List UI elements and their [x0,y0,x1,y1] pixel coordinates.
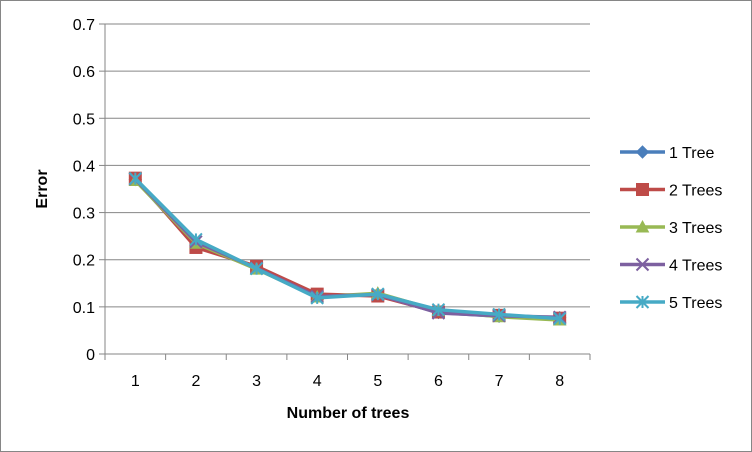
x-tick-label: 1 [131,373,140,390]
legend-item: 5 Trees [620,295,722,312]
x-tick-label: 3 [252,373,261,390]
x-tick-label: 5 [373,373,382,390]
data-point [492,307,506,322]
y-tick-label: 0.4 [73,158,95,175]
x-tick-label: 6 [434,373,443,390]
legend-label: 5 Trees [669,295,722,312]
data-point [310,291,324,305]
legend-label: 3 Trees [669,220,722,237]
x-tick-labels: 1 2 3 4 5 6 7 8 [131,373,564,390]
data-point [249,261,264,276]
data-point [371,287,385,301]
legend-marker [635,295,650,309]
axes [99,23,591,360]
data-point [552,311,567,326]
legend-label: 2 Trees [669,183,722,200]
x-tick-label: 8 [555,373,564,390]
legend-marker [635,257,650,272]
grid-lines [105,23,590,308]
legend-marker [636,183,649,196]
x-tick-label: 2 [191,373,200,390]
y-tick-label: 0 [86,347,95,364]
x-tick-label: 4 [313,373,322,390]
legend-item: 2 Trees [620,183,722,200]
y-tick-label: 0.6 [73,64,95,81]
legend-label: 1 Tree [669,145,714,162]
legend-marker [635,219,650,233]
series-lines [128,171,567,326]
y-tick-labels: 0 0.1 0.2 0.3 0.4 0.5 0.6 0.7 [73,17,95,364]
y-tick-label: 0.3 [73,206,95,223]
y-axis-title: Error [34,169,51,208]
legend-marker [635,145,650,159]
y-tick-label: 0.7 [73,17,95,34]
legend-item: 3 Trees [620,219,722,237]
x-axis-title: Number of trees [287,405,410,422]
series-line [134,177,560,321]
marker-stroke [635,257,650,272]
y-tick-label: 0.2 [73,253,95,270]
series-5 [128,171,567,326]
x-tick-label: 7 [495,373,504,390]
y-tick-label: 0.1 [73,300,95,317]
data-point [128,171,143,186]
y-tick-label: 0.5 [73,111,95,128]
data-point [189,232,203,247]
legend-item: 1 Tree [620,145,714,162]
legend-label: 4 Trees [669,258,722,275]
legend-item: 4 Trees [620,258,722,275]
data-point [431,302,446,317]
legend: 1 Tree 2 Trees 3 Trees 4 Trees 5 Trees [620,145,722,312]
